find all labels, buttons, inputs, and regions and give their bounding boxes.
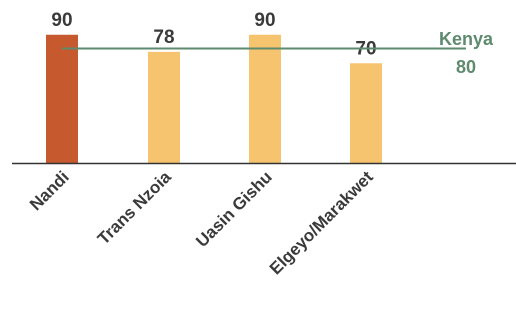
bar-elgeyo-marakwet: [350, 63, 382, 163]
bars-group: [46, 34, 382, 163]
category-label: Uasin Gishu: [192, 167, 276, 251]
value-label: 90: [51, 10, 72, 31]
reference-line-value: 80: [456, 57, 476, 77]
value-label: 90: [254, 10, 275, 31]
category-label: Trans Nzoia: [94, 167, 175, 248]
bar-nandi: [46, 34, 78, 163]
bar-uasin-gishu: [249, 34, 281, 163]
category-label: Elgeyo/Marakwet: [266, 167, 377, 278]
category-labels-group: Nandi Trans Nzoia Uasin GishuElgeyo/Marakw…: [26, 167, 377, 278]
category-label: Nandi: [26, 167, 73, 214]
value-label: 78: [153, 27, 174, 48]
reference-line-label: Kenya: [439, 29, 494, 49]
bar-trans-nzoia: [148, 51, 180, 163]
